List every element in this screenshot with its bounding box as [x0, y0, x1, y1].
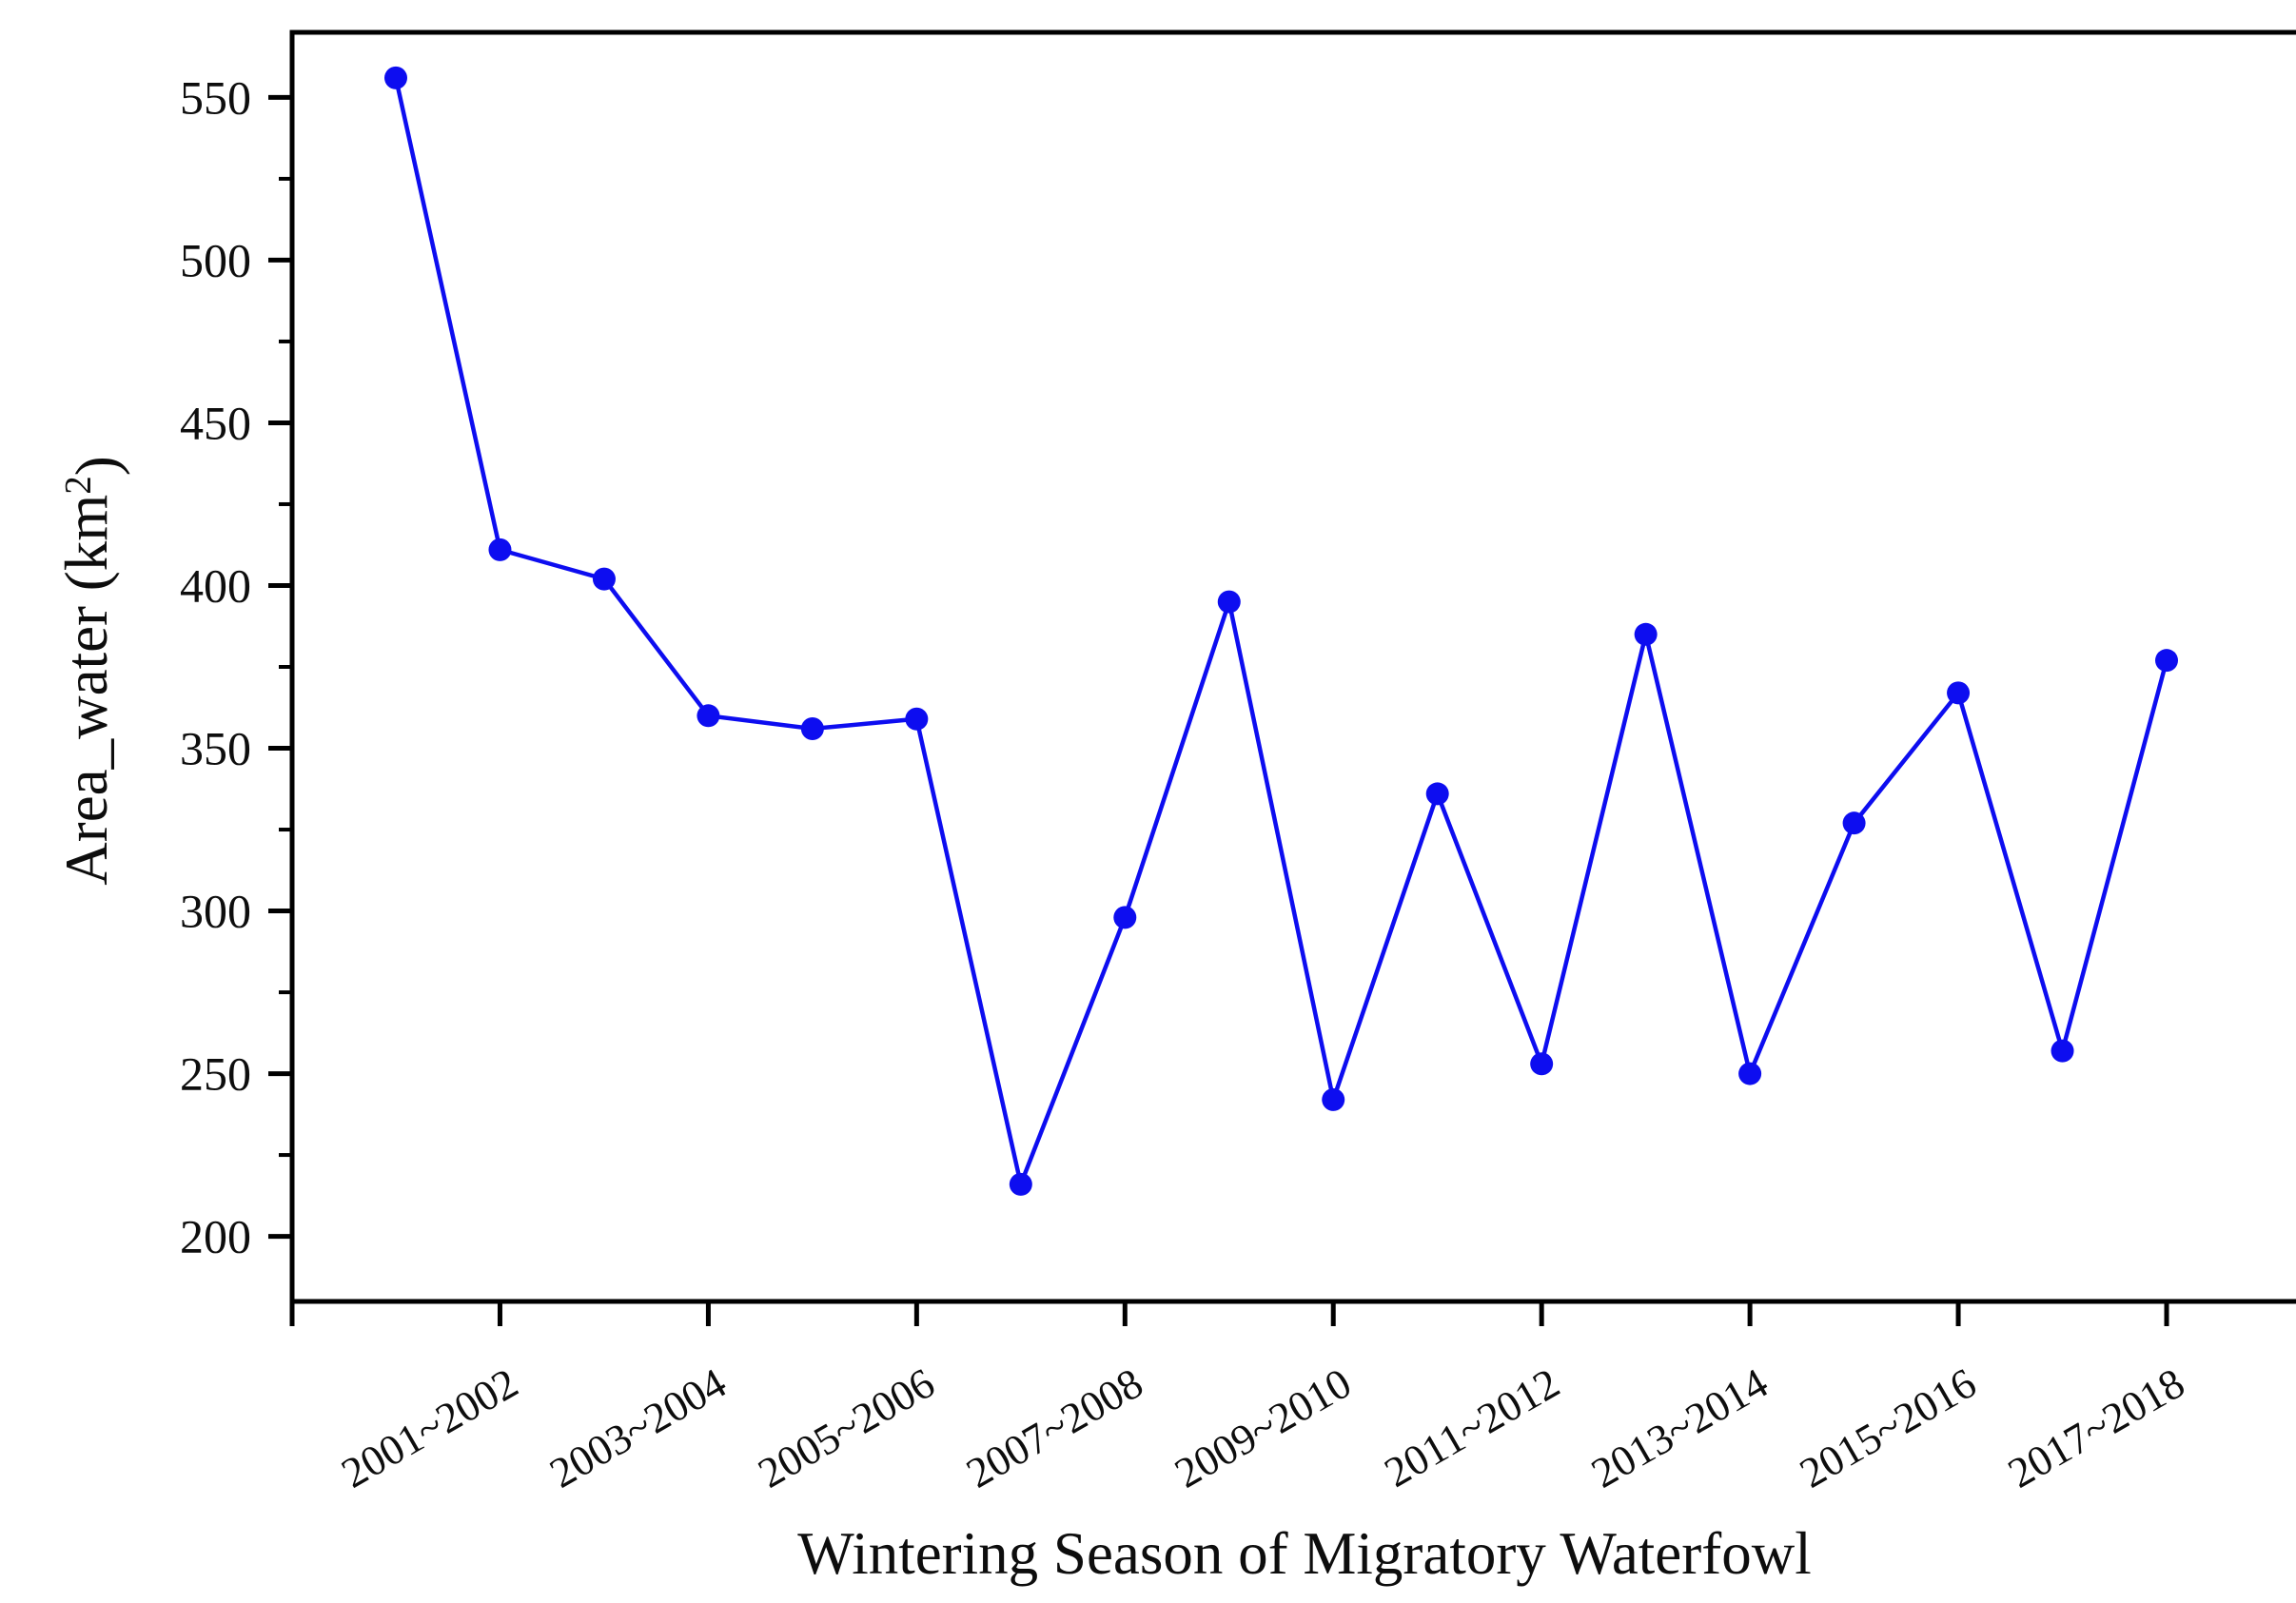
data-point: [592, 567, 616, 591]
data-point: [2051, 1039, 2074, 1063]
y-tick-label: 350: [180, 722, 251, 775]
data-point: [1530, 1052, 1554, 1076]
line-chart: 200 250 300 350 400 450 500 550 2001~2002 2003~2…: [53, 29, 2296, 1587]
x-axis-ticks: 2001~2002 2003~2004 2005~2006 2007~2008 2009…: [333, 1301, 2192, 1497]
y-tick-label: 250: [180, 1047, 251, 1101]
x-tick-label: 2003~2004: [541, 1359, 734, 1496]
data-point: [905, 707, 929, 731]
line-chart-figure: 200 250 300 350 400 450 500 550 2001~2002 2003~2…: [38, 15, 2296, 1587]
data-point: [1425, 782, 1449, 806]
x-axis-title: Wintering Season of Migratory Waterfowl: [797, 1520, 1811, 1587]
x-tick-label: 2005~2006: [750, 1359, 942, 1496]
plot-border: [289, 29, 2296, 1304]
data-point: [488, 538, 512, 561]
x-tick-label: 2001~2002: [333, 1359, 525, 1496]
plot-frame: [289, 29, 2296, 1326]
y-tick-label: 550: [180, 70, 251, 124]
data-point: [1947, 681, 1971, 705]
x-tick-label: 2017~2018: [2000, 1359, 2192, 1496]
data-point: [800, 716, 824, 740]
y-tick-label: 500: [180, 233, 251, 286]
x-tick-label: 2013~2014: [1583, 1359, 1776, 1496]
y-tick-label: 200: [180, 1210, 251, 1263]
data-point: [1322, 1087, 1345, 1111]
x-tick-label: 2015~2016: [1792, 1359, 1984, 1496]
data-point: [1009, 1172, 1032, 1196]
data-point: [1634, 622, 1658, 646]
y-tick-label: 400: [180, 558, 251, 612]
data-point: [1738, 1062, 1762, 1085]
x-tick-label: 2007~2008: [958, 1359, 1150, 1496]
y-tick-label: 450: [180, 396, 251, 449]
series-line: [393, 77, 2169, 1192]
y-tick-label: 300: [180, 885, 251, 938]
y-axis-ticks: 200 250 300 350 400 450 500 550: [180, 70, 292, 1263]
x-tick-label: 2011~2012: [1377, 1359, 1568, 1496]
data-point: [697, 704, 720, 728]
data-series: [384, 66, 2178, 1196]
data-point: [2155, 649, 2178, 673]
data-point: [1217, 590, 1241, 614]
data-point: [1842, 811, 1866, 835]
y-axis-title: Area_water (km2): [53, 456, 130, 886]
x-tick-label: 2009~2010: [1167, 1359, 1359, 1496]
data-point: [384, 66, 407, 89]
data-point: [1113, 906, 1137, 929]
